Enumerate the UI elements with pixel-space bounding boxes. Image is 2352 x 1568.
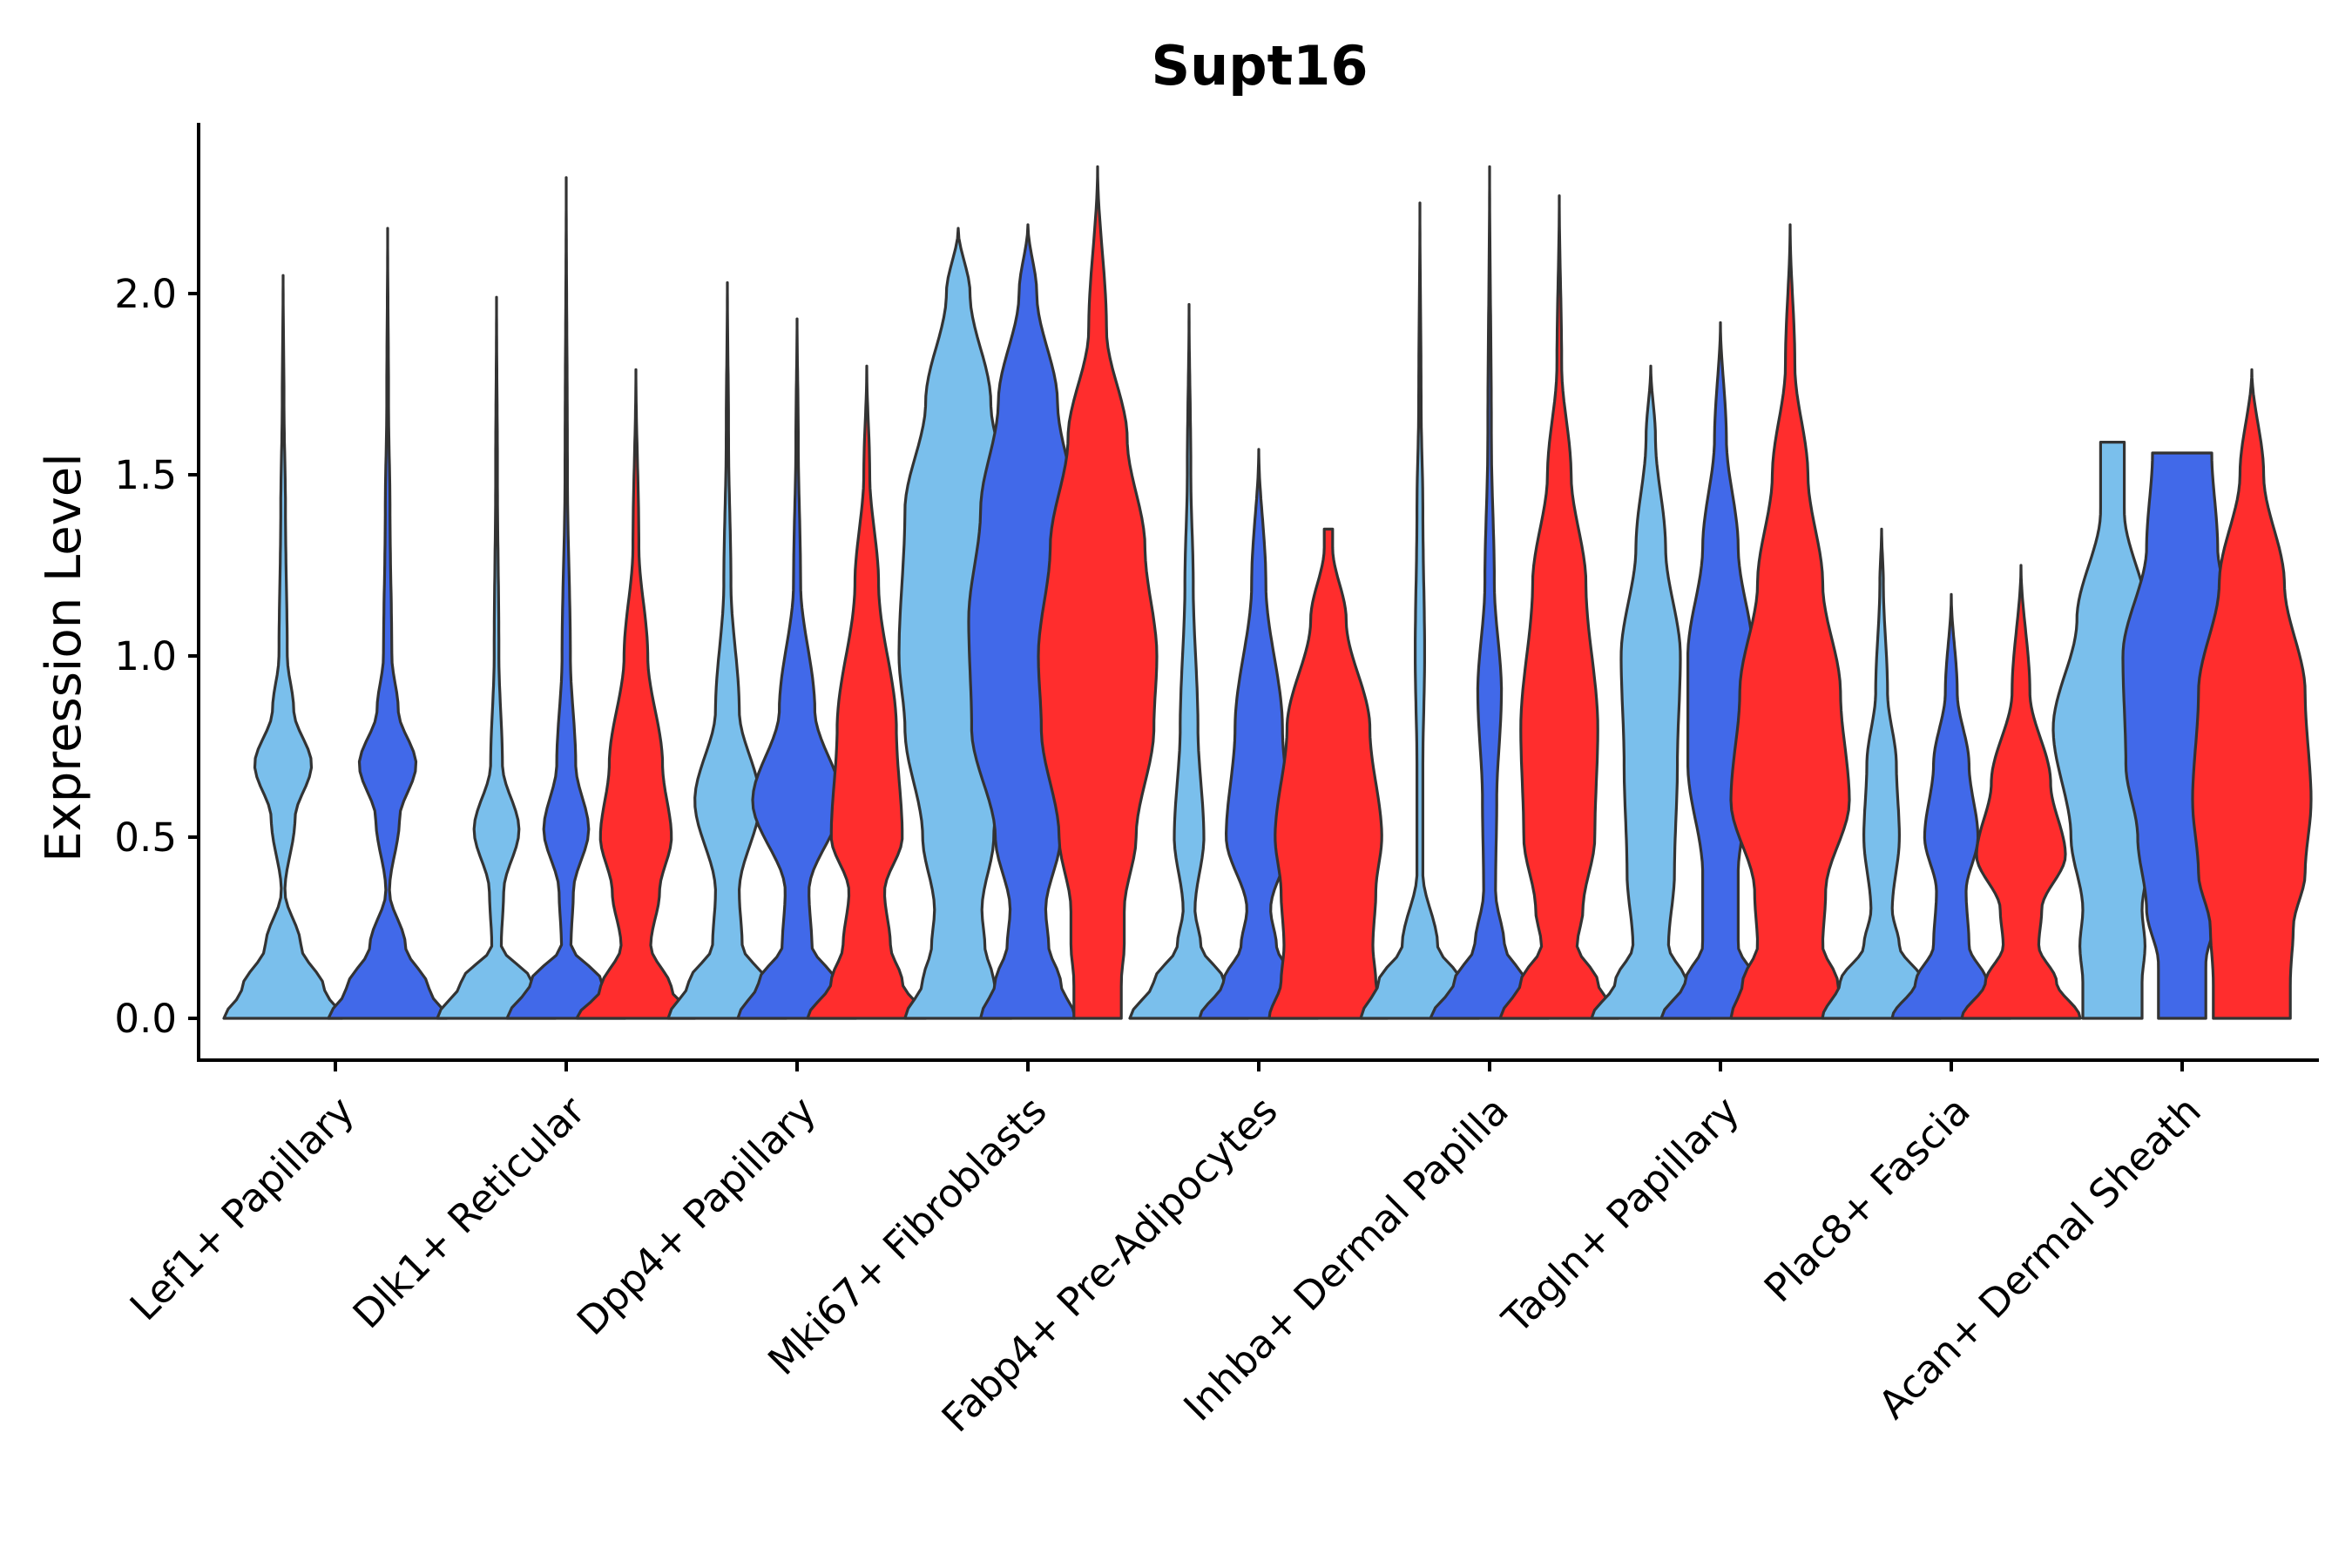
y-tick-label: 0.5 <box>114 814 177 861</box>
violin-shape <box>1498 194 1620 1020</box>
y-tick-label: 1.0 <box>114 633 177 679</box>
violin-shape <box>1590 364 1712 1020</box>
y-tick-label: 1.5 <box>114 452 177 498</box>
y-axis-label: Expression Level <box>36 453 92 862</box>
violin-shape <box>1359 201 1481 1020</box>
violin-shape <box>2191 368 2313 1020</box>
violin-shape <box>806 364 928 1020</box>
x-tick-label: Dpp4+ Papillary <box>568 1087 825 1344</box>
violin-shape <box>327 226 449 1020</box>
y-tick-label: 0.0 <box>114 996 177 1042</box>
x-tick-label: Plac8+ Fascia <box>1755 1087 1979 1311</box>
violin-shape <box>1128 302 1250 1020</box>
violin-shape <box>575 368 697 1020</box>
chart-title: Supt16 <box>1151 34 1368 98</box>
x-tick-label: Dlk1+ Reticular <box>344 1087 594 1337</box>
violin-shape <box>436 295 558 1020</box>
violin-shape <box>1729 223 1851 1020</box>
violin-shape <box>1960 564 2082 1020</box>
x-tick-label: Tagln+ Papillary <box>1493 1087 1748 1342</box>
violin-shape <box>1821 527 1943 1020</box>
x-tick-label: Lef1+ Papillary <box>121 1087 363 1329</box>
violin-shape <box>1429 165 1551 1020</box>
violin-shape <box>666 280 788 1020</box>
violin-shape <box>1267 527 1389 1020</box>
y-axis-ticks: 0.0 0.5 1.0 1.5 2.0 <box>114 271 199 1042</box>
violin-shape <box>736 317 858 1020</box>
violin-shape <box>222 274 344 1020</box>
violin-layer <box>222 165 2313 1020</box>
violin-shape <box>1890 592 2012 1020</box>
y-tick-label: 2.0 <box>114 271 177 317</box>
violin-shape <box>1037 165 1159 1020</box>
violin-shape <box>505 176 627 1020</box>
